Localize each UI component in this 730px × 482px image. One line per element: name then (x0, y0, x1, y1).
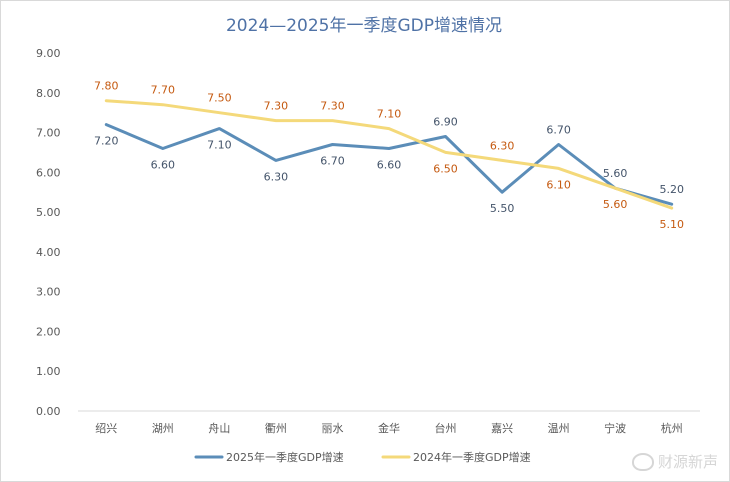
data-label: 6.90 (433, 116, 458, 129)
data-label: 6.10 (546, 178, 571, 191)
data-label: 7.30 (264, 100, 289, 113)
x-tick-label: 湖州 (152, 422, 174, 435)
x-tick-label: 金华 (378, 421, 400, 435)
y-tick-label: 1.00 (36, 365, 61, 378)
y-tick-label: 9.00 (36, 47, 61, 60)
x-tick-label: 嘉兴 (491, 421, 513, 435)
data-label: 7.70 (151, 84, 176, 97)
series-line-1 (104, 123, 674, 206)
x-tick-label: 台州 (435, 421, 457, 435)
watermark-text: 财源新声 (657, 453, 718, 471)
y-tick-label: 3.00 (36, 286, 61, 299)
x-tick-label: 温州 (548, 422, 570, 435)
legend-label-2: 2024年一季度GDP增速 (413, 450, 531, 464)
y-tick-label: 2.00 (36, 325, 61, 338)
x-tick-label: 舟山 (208, 421, 230, 435)
series-line-2 (104, 99, 674, 210)
y-tick-label: 6.00 (36, 166, 61, 179)
data-label: 5.20 (659, 183, 684, 196)
data-label: 6.70 (546, 123, 571, 136)
data-label: 5.60 (603, 198, 628, 211)
data-label: 7.30 (320, 100, 345, 113)
data-label: 7.80 (94, 80, 119, 93)
y-tick-label: 4.00 (36, 246, 61, 259)
data-label: 6.60 (377, 158, 402, 171)
data-label: 7.20 (94, 135, 119, 148)
data-label: 6.50 (433, 162, 458, 175)
y-tick-label: 5.00 (36, 206, 61, 219)
x-tick-label: 杭州 (661, 421, 683, 435)
data-label: 5.50 (490, 202, 515, 215)
legend-label-1: 2025年一季度GDP增速 (226, 450, 344, 464)
data-label: 6.60 (151, 158, 176, 171)
data-label: 5.10 (659, 218, 684, 231)
y-tick-label: 8.00 (36, 87, 61, 100)
y-tick-label: 0.00 (36, 405, 61, 418)
weibo-icon (631, 452, 654, 471)
y-tick-label: 7.00 (36, 127, 61, 140)
data-label: 6.70 (320, 154, 345, 167)
watermark: 财源新声 (631, 451, 718, 472)
chart-title: 2024—2025年一季度GDP增速情况 (226, 16, 502, 36)
data-label: 7.10 (377, 108, 402, 121)
x-tick-label: 绍兴 (95, 421, 117, 435)
data-label: 6.30 (490, 139, 515, 152)
data-label: 5.60 (603, 167, 628, 180)
x-tick-label: 宁波 (604, 421, 626, 435)
data-label: 7.10 (207, 139, 232, 152)
x-tick-label: 丽水 (321, 422, 343, 435)
x-tick-label: 衢州 (265, 422, 287, 435)
data-label: 6.30 (264, 170, 289, 183)
data-label: 7.50 (207, 92, 232, 105)
